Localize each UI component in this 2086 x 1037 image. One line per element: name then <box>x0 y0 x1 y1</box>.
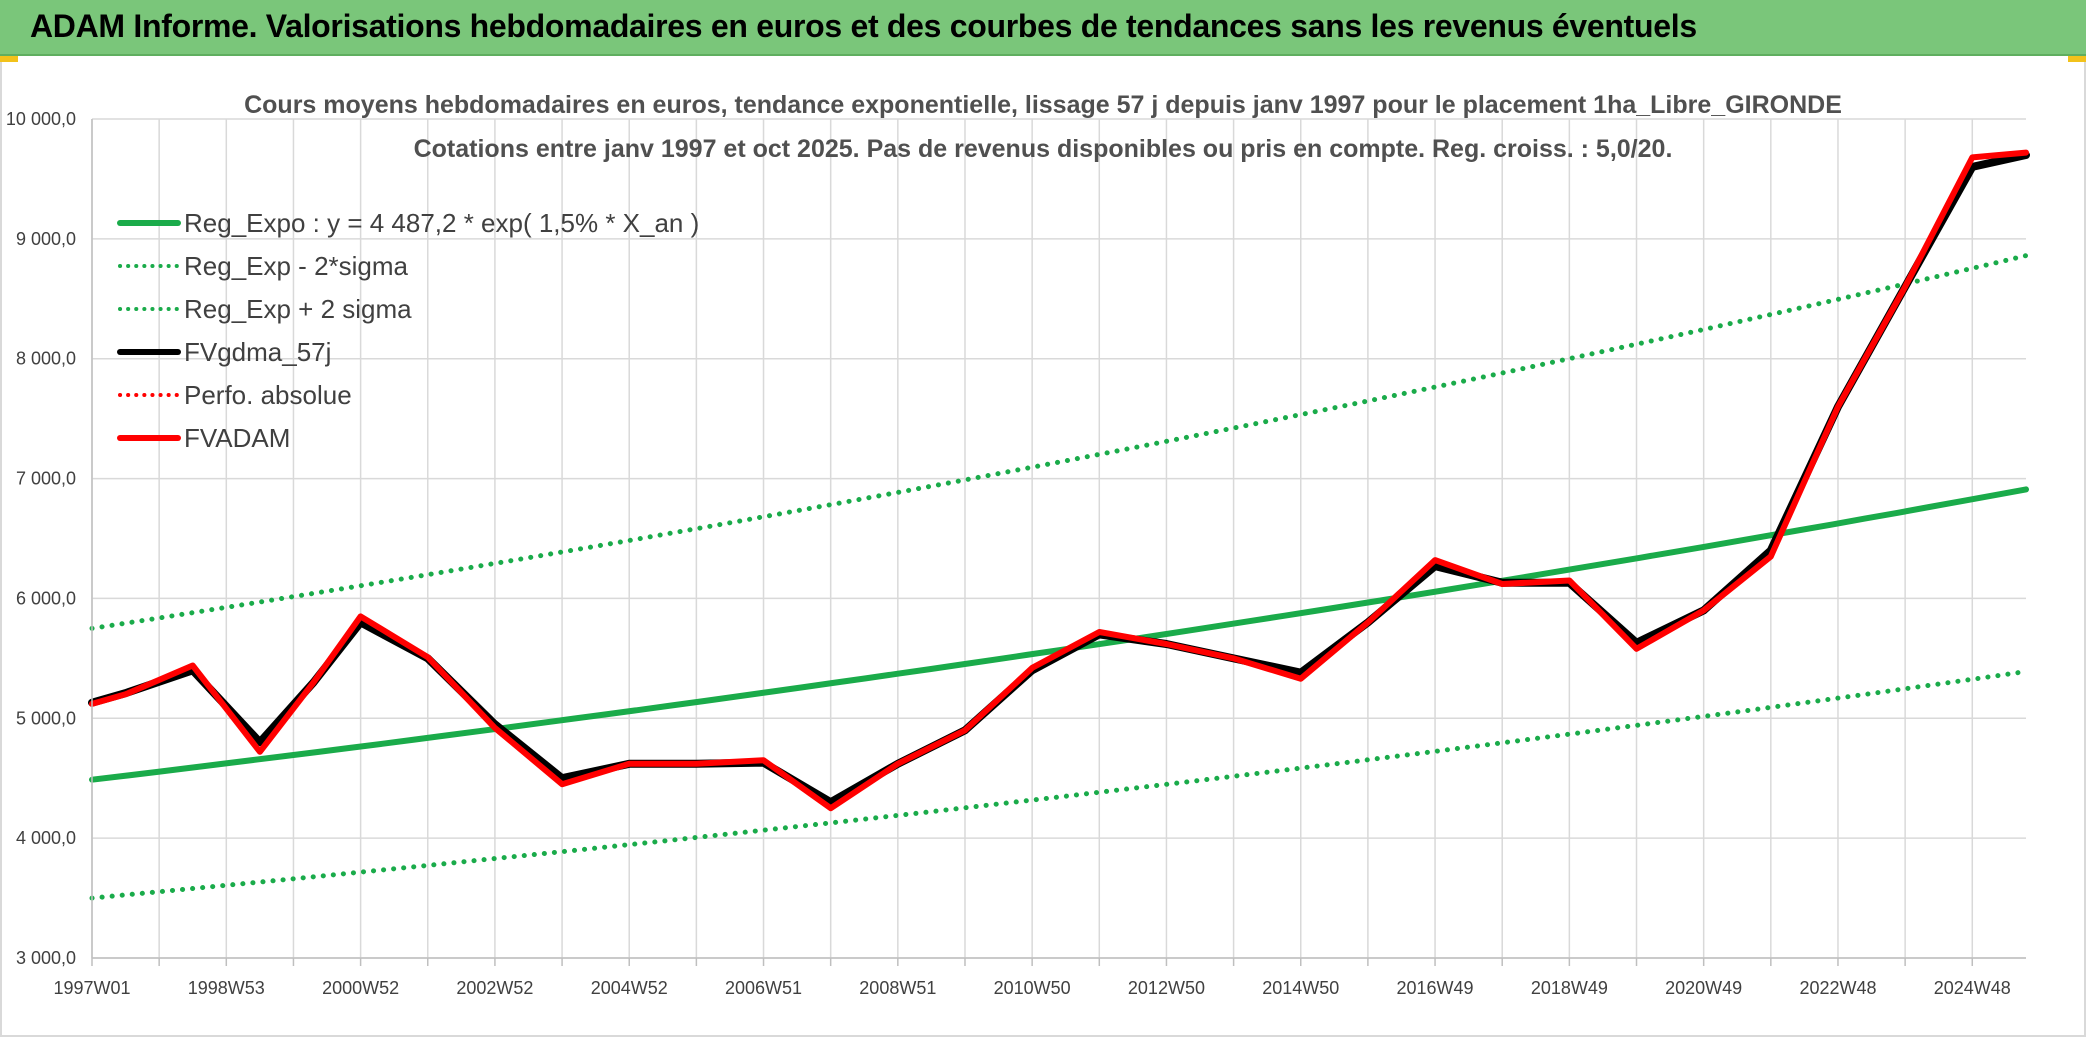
y-tick-label: 4 000,0 <box>16 828 76 848</box>
series-line-reg-exp-2-sigma <box>89 669 2029 901</box>
y-tick-label: 7 000,0 <box>16 469 76 489</box>
chart-subtitle: Cotations entre janv 1997 et oct 2025. P… <box>414 135 1673 163</box>
y-tick-label: 8 000,0 <box>16 349 76 369</box>
legend-label: FVgdma_57j <box>184 337 331 367</box>
legend-label: Perfo. absolue <box>184 380 352 410</box>
x-tick-label: 2014W50 <box>1262 978 1339 998</box>
grid <box>91 118 2026 959</box>
legend: Reg_Expo : y = 4 487,2 * exp( 1,5% * X_a… <box>117 208 699 453</box>
x-tick-label: 1997W01 <box>53 978 130 998</box>
x-tick-label: 2020W49 <box>1665 978 1742 998</box>
x-tick-label: 2008W51 <box>859 978 936 998</box>
legend-label: Reg_Exp + 2 sigma <box>184 294 412 324</box>
y-tick-label: 10 000,0 <box>6 109 76 129</box>
x-tick-label: 2000W52 <box>322 978 399 998</box>
header-banner: ADAM Informe. Valorisations hebdomadaire… <box>0 0 2086 56</box>
x-tick-label: 2006W51 <box>725 978 802 998</box>
legend-label: FVADAM <box>184 423 290 453</box>
y-tick-label: 5 000,0 <box>16 708 76 728</box>
y-tick-label: 3 000,0 <box>16 948 76 968</box>
legend-label: Reg_Expo : y = 4 487,2 * exp( 1,5% * X_a… <box>184 208 699 238</box>
chart-title: Cours moyens hebdomadaires en euros, ten… <box>244 91 1842 119</box>
y-tick-label: 9 000,0 <box>16 229 76 249</box>
corner-mark-right <box>2068 56 2086 62</box>
x-tick-label: 2002W52 <box>456 978 533 998</box>
x-tick-label: 2018W49 <box>1531 978 1608 998</box>
series-line-fvadam <box>89 149 2029 812</box>
x-tick-label: 2024W48 <box>1934 978 2011 998</box>
legend-label: Reg_Exp - 2*sigma <box>184 251 409 281</box>
x-tick-label: 2016W49 <box>1397 978 1474 998</box>
x-tick-label: 2022W48 <box>1799 978 1876 998</box>
x-tick-label: 2012W50 <box>1128 978 1205 998</box>
axes: 3 000,0 4 000,0 5 000,0 6 000,0 7 000,0 8 000… <box>6 109 2026 998</box>
series-line-reg-exp-2-sigma <box>89 253 2029 631</box>
x-tick-label: 1998W53 <box>188 978 265 998</box>
x-tick-label: 2004W52 <box>591 978 668 998</box>
y-tick-label: 6 000,0 <box>16 588 76 608</box>
page-title: ADAM Informe. Valorisations hebdomadaire… <box>30 8 1697 44</box>
series-group <box>88 149 2030 901</box>
corner-mark-left <box>0 56 18 62</box>
x-tick-label: 2010W50 <box>994 978 1071 998</box>
